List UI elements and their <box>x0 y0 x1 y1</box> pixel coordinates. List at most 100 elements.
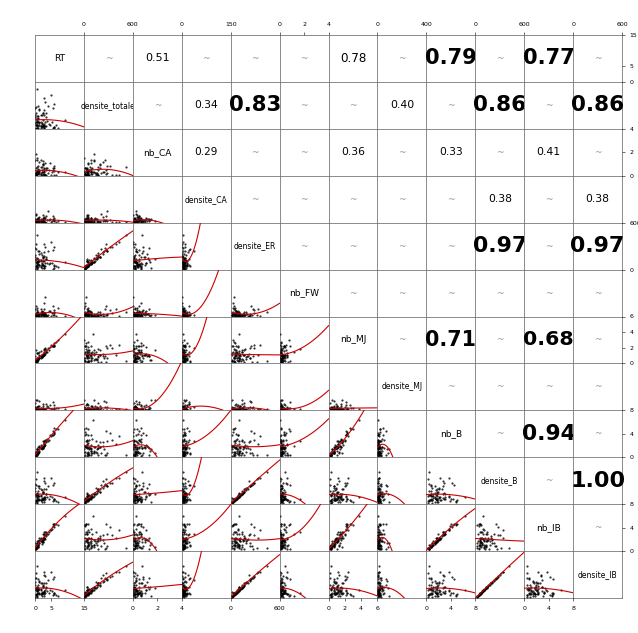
Point <box>136 496 146 506</box>
Point <box>31 167 41 177</box>
Point <box>36 216 47 227</box>
Point <box>334 404 345 414</box>
Point <box>178 580 188 590</box>
Point <box>234 442 244 453</box>
Point <box>373 589 383 599</box>
Point <box>375 534 385 544</box>
Point <box>338 578 348 588</box>
Point <box>182 307 192 317</box>
Point <box>277 577 287 587</box>
Point <box>80 589 90 599</box>
Point <box>82 405 92 415</box>
Point <box>179 404 189 415</box>
Point <box>80 495 91 505</box>
Point <box>121 230 131 241</box>
Point <box>34 249 44 259</box>
Point <box>82 399 92 410</box>
Point <box>34 535 44 545</box>
Point <box>92 444 102 454</box>
Point <box>177 310 187 320</box>
Point <box>242 311 253 321</box>
Point <box>232 310 242 320</box>
Point <box>245 575 255 585</box>
Point <box>130 587 140 597</box>
Point <box>542 586 553 596</box>
Point <box>178 404 188 415</box>
Point <box>131 486 141 496</box>
Point <box>451 519 461 529</box>
Point <box>177 530 187 540</box>
Point <box>276 489 286 499</box>
Point <box>37 497 47 507</box>
Point <box>232 587 242 598</box>
Point <box>135 493 145 503</box>
Point <box>179 587 189 597</box>
Point <box>326 448 336 458</box>
Point <box>40 586 50 596</box>
Point <box>231 404 241 415</box>
Point <box>325 496 336 506</box>
Point <box>523 568 533 578</box>
Point <box>48 161 59 172</box>
Point <box>234 404 244 414</box>
Point <box>31 568 41 578</box>
Point <box>189 529 199 539</box>
Point <box>40 436 50 446</box>
Point <box>85 310 96 320</box>
Point <box>79 451 89 461</box>
Point <box>434 534 445 544</box>
Point <box>34 216 44 226</box>
Point <box>95 578 105 588</box>
Point <box>88 256 98 266</box>
Point <box>283 450 293 460</box>
Point <box>432 535 442 545</box>
Point <box>89 310 99 320</box>
Point <box>179 537 189 547</box>
Point <box>89 350 99 360</box>
Point <box>478 586 488 596</box>
Point <box>341 586 351 596</box>
Point <box>128 404 138 414</box>
Point <box>373 442 383 452</box>
Point <box>135 448 145 458</box>
Point <box>31 404 41 415</box>
Point <box>179 257 189 267</box>
Point <box>178 252 188 262</box>
Point <box>330 439 340 449</box>
Point <box>432 591 442 601</box>
Point <box>177 404 188 415</box>
Point <box>281 405 292 415</box>
Point <box>43 575 53 585</box>
Point <box>179 345 189 355</box>
Point <box>37 536 47 546</box>
Point <box>51 120 61 130</box>
Point <box>32 353 42 363</box>
Point <box>375 591 385 601</box>
Point <box>177 239 188 249</box>
Point <box>542 567 552 577</box>
Point <box>373 531 383 541</box>
Point <box>233 341 243 351</box>
Point <box>232 492 242 503</box>
Point <box>178 304 188 315</box>
Point <box>178 586 188 596</box>
Point <box>80 309 90 319</box>
Point <box>82 346 92 356</box>
Point <box>427 494 438 505</box>
Point <box>230 349 240 360</box>
Point <box>332 404 343 414</box>
Point <box>332 442 343 452</box>
Point <box>232 586 242 596</box>
Point <box>178 350 188 360</box>
Point <box>87 448 97 458</box>
Point <box>84 589 94 599</box>
Point <box>375 588 385 598</box>
Point <box>85 492 96 503</box>
Point <box>93 578 103 588</box>
Point <box>226 590 237 600</box>
Point <box>177 260 188 270</box>
Point <box>433 535 443 545</box>
Point <box>32 541 42 551</box>
Point <box>36 535 46 545</box>
Point <box>142 351 152 361</box>
